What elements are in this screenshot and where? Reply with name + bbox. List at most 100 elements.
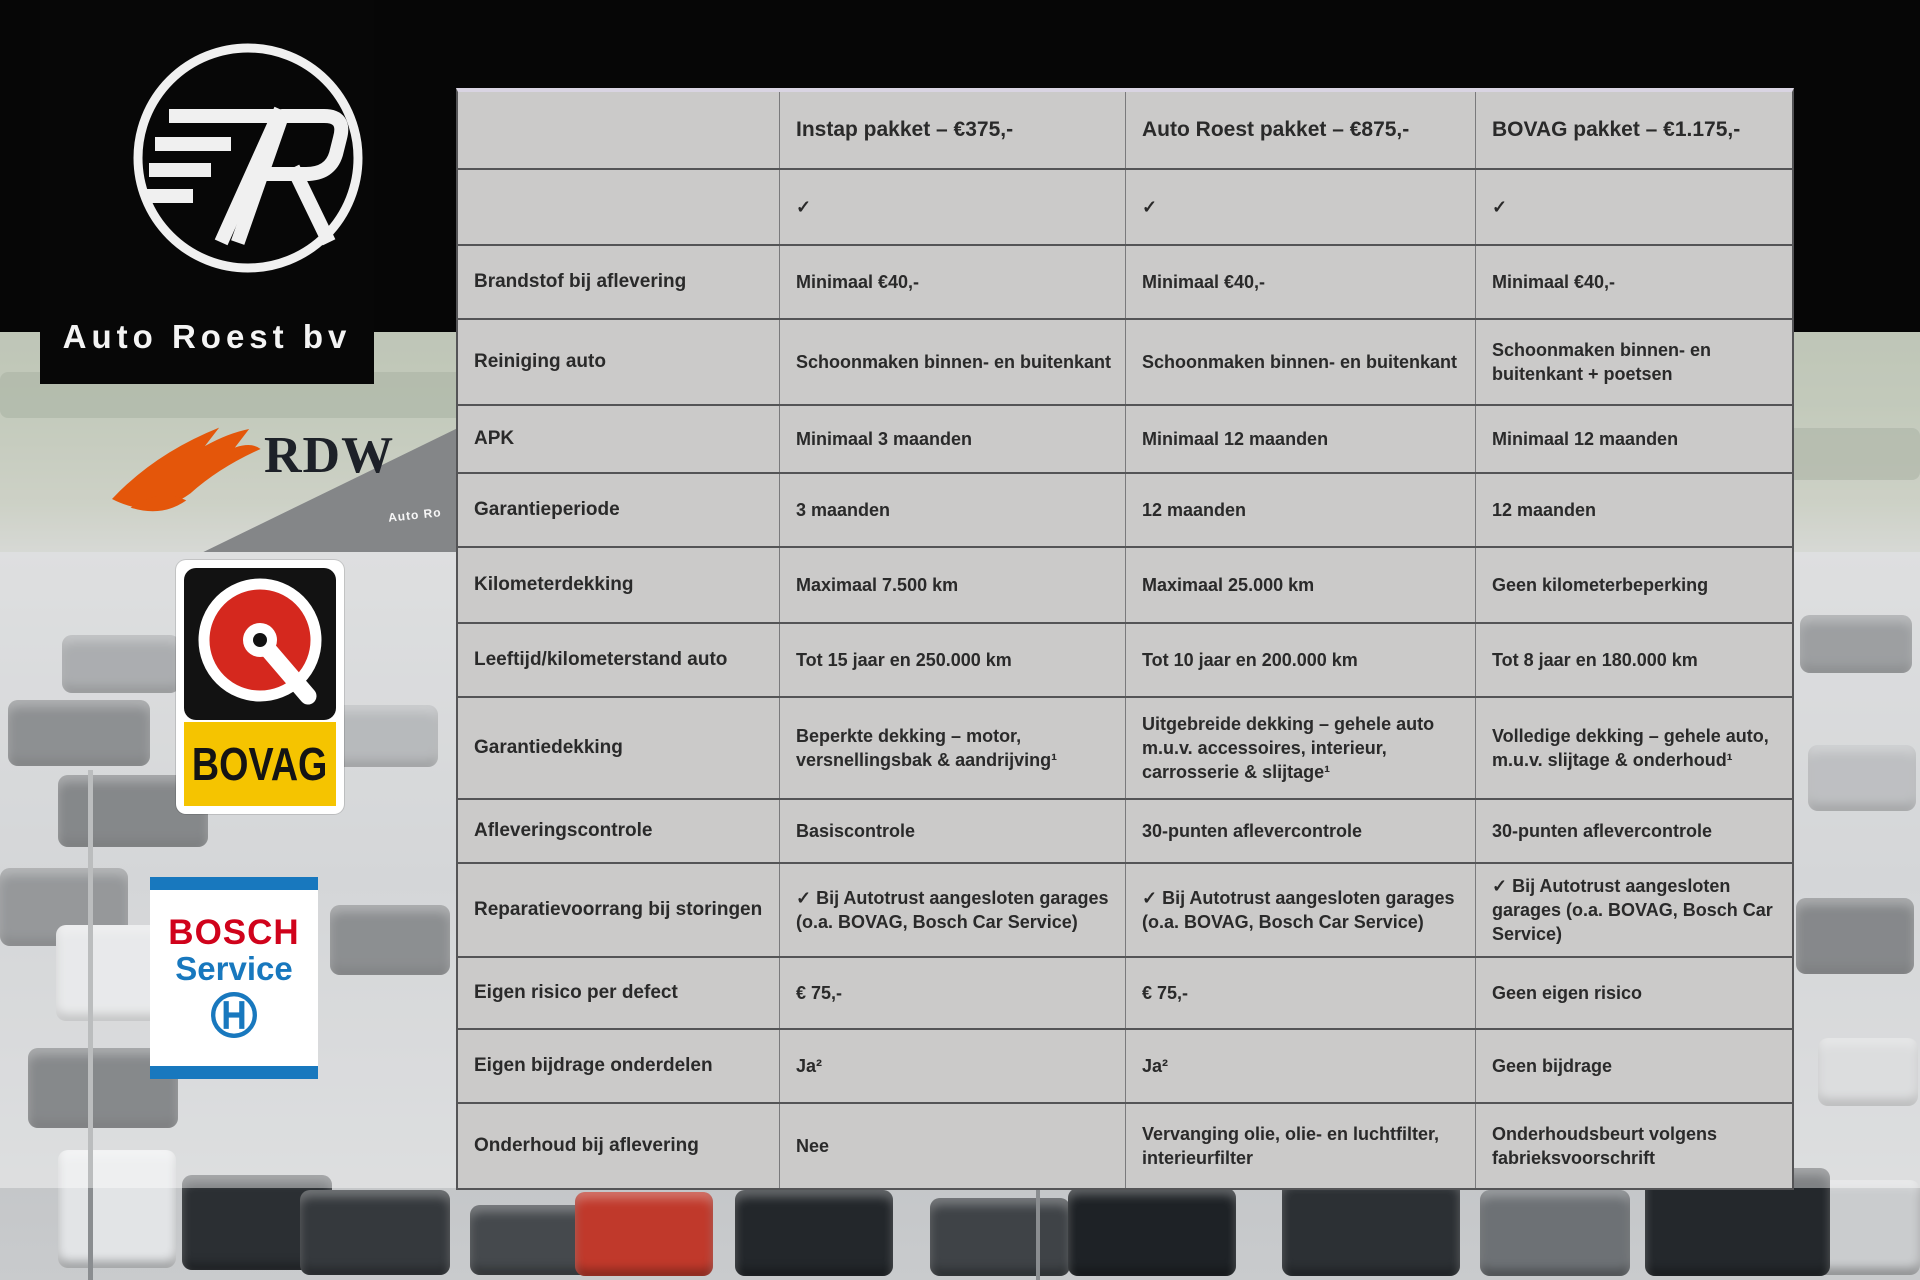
cell: Onderhoudsbeurt volgens fabrieksvoorschr…	[1475, 1104, 1792, 1188]
bosch-service-label: Service	[175, 950, 293, 988]
cell: Ja²	[779, 1030, 1125, 1102]
car-shape	[1480, 1190, 1630, 1276]
car-shape	[930, 1198, 1070, 1276]
car-shape	[1282, 1178, 1460, 1276]
cell: Schoonmaken binnen- en buitenkant	[1125, 320, 1475, 404]
car-shape	[1818, 1038, 1918, 1106]
car-shape	[330, 905, 450, 975]
table-header-row: Instap pakket – €375,- Auto Roest pakket …	[458, 92, 1792, 168]
car-shape	[1800, 615, 1912, 673]
cell: € 75,-	[779, 958, 1125, 1028]
cell: Minimaal 3 maanden	[779, 406, 1125, 472]
bovag-wheel-icon	[184, 568, 336, 720]
row-label: Afleveringscontrole	[474, 820, 653, 842]
row-label: Reparatievoorrang bij storingen	[474, 899, 763, 921]
rdw-swoosh-icon	[112, 427, 261, 512]
lamp-post	[88, 770, 93, 1280]
cell: Nee	[779, 1104, 1125, 1188]
cell: Vervanging olie, olie- en luchtfilter, i…	[1125, 1104, 1475, 1188]
bosch-service-logo: BOSCH Service	[150, 877, 318, 1079]
cell: Beperkte dekking – motor, versnellingsba…	[779, 698, 1125, 798]
row-label: Eigen bijdrage onderdelen	[474, 1055, 713, 1077]
cell: Tot 10 jaar en 200.000 km	[1125, 624, 1475, 696]
rdw-logo: RDW	[112, 420, 395, 542]
treeline	[1780, 428, 1920, 480]
cell: Minimaal 12 maanden	[1475, 406, 1792, 472]
row-label: Kilometerdekking	[474, 574, 634, 596]
cell: Uitgebreide dekking – gehele auto m.u.v.…	[1125, 698, 1475, 798]
car-shape	[58, 1150, 176, 1268]
table-row: ✓ ✓ ✓	[458, 168, 1792, 244]
table-row: Brandstof bij aflevering Minimaal €40,- Mi…	[458, 244, 1792, 318]
row-label: Brandstof bij aflevering	[474, 271, 687, 293]
bosch-label: BOSCH	[168, 913, 300, 953]
cell: Geen bijdrage	[1475, 1030, 1792, 1102]
auto-roest-logo-box: Auto Roest bv	[40, 0, 374, 384]
bosch-armature-icon	[211, 991, 257, 1038]
cell: 30-punten aflevercontrole	[1475, 800, 1792, 862]
cell: ✓	[1125, 170, 1475, 244]
table-row: APK Minimaal 3 maanden Minimaal 12 maanden…	[458, 404, 1792, 472]
cell: Schoonmaken binnen- en buitenkant + poet…	[1475, 320, 1792, 404]
cell: 30-punten aflevercontrole	[1125, 800, 1475, 862]
cell: Maximaal 7.500 km	[779, 548, 1125, 622]
cell: Minimaal €40,-	[1475, 246, 1792, 318]
row-label: Reiniging auto	[474, 351, 606, 373]
cell: Minimaal €40,-	[1125, 246, 1475, 318]
cell: 12 maanden	[1475, 474, 1792, 546]
table-row: Garantieperiode 3 maanden 12 maanden 12 maa…	[458, 472, 1792, 546]
cell: ✓ Bij Autotrust aangesloten garages (o.a…	[779, 864, 1125, 956]
cell: Tot 15 jaar en 250.000 km	[779, 624, 1125, 696]
car-shape	[735, 1190, 893, 1276]
table-row: Onderhoud bij aflevering Nee Vervanging ol…	[458, 1102, 1792, 1188]
row-label: APK	[474, 428, 515, 450]
bovag-label: BOVAG	[192, 738, 328, 790]
table-row: Kilometerdekking Maximaal 7.500 km Maximaa…	[458, 546, 1792, 622]
auto-roest-logo-icon	[133, 43, 363, 273]
table-row: Eigen bijdrage onderdelen Ja² Ja² Geen bijd…	[458, 1028, 1792, 1102]
cell: Tot 8 jaar en 180.000 km	[1475, 624, 1792, 696]
cell: Maximaal 25.000 km	[1125, 548, 1475, 622]
cell: ✓	[1475, 170, 1792, 244]
bovag-yellow-band: BOVAG	[184, 722, 336, 806]
row-label: Eigen risico per defect	[474, 982, 678, 1004]
cell: ✓ Bij Autotrust aangesloten garages (o.a…	[1475, 864, 1792, 956]
cell: ✓	[779, 170, 1125, 244]
car-shape	[1068, 1188, 1236, 1276]
cell: Schoonmaken binnen- en buitenkant	[779, 320, 1125, 404]
cell: Volledige dekking – gehele auto, m.u.v. …	[1475, 698, 1792, 798]
cell: Ja²	[1125, 1030, 1475, 1102]
table-row: Leeftijd/kilometerstand auto Tot 15 jaar …	[458, 622, 1792, 696]
car-shape	[62, 635, 180, 693]
bovag-logo: BOVAG	[176, 560, 344, 814]
cell: 3 maanden	[779, 474, 1125, 546]
company-name: Auto Roest bv	[62, 318, 352, 355]
car-shape	[8, 700, 150, 766]
column-header: Auto Roest pakket – €875,-	[1125, 92, 1475, 168]
table-row: Afleveringscontrole Basiscontrole 30-punte…	[458, 798, 1792, 862]
cell: 12 maanden	[1125, 474, 1475, 546]
row-label: Leeftijd/kilometerstand auto	[474, 649, 728, 671]
table-row: Reiniging auto Schoonmaken binnen- en bui…	[458, 318, 1792, 404]
table-row: Eigen risico per defect € 75,- € 75,- Geen …	[458, 956, 1792, 1028]
package-table: Instap pakket – €375,- Auto Roest pakket …	[456, 88, 1794, 1190]
rdw-label: RDW	[264, 427, 395, 484]
cell: ✓ Bij Autotrust aangesloten garages (o.a…	[1125, 864, 1475, 956]
cell: Basiscontrole	[779, 800, 1125, 862]
corner-cell	[458, 92, 779, 168]
cell: Minimaal €40,-	[779, 246, 1125, 318]
car-shape	[300, 1190, 450, 1275]
car-shape	[1796, 898, 1914, 974]
row-label	[458, 170, 779, 244]
row-label: Garantiedekking	[474, 737, 623, 759]
column-header: Instap pakket – €375,-	[779, 92, 1125, 168]
table-row: Garantiedekking Beperkte dekking – motor,…	[458, 696, 1792, 798]
table-row: Reparatievoorrang bij storingen ✓ Bij Aut…	[458, 862, 1792, 956]
row-label: Garantieperiode	[474, 499, 620, 521]
car-shape	[575, 1192, 713, 1276]
column-header: BOVAG pakket – €1.175,-	[1475, 92, 1792, 168]
cell: Geen kilometerbeperking	[1475, 548, 1792, 622]
cell: Geen eigen risico	[1475, 958, 1792, 1028]
row-label: Onderhoud bij aflevering	[474, 1135, 699, 1157]
